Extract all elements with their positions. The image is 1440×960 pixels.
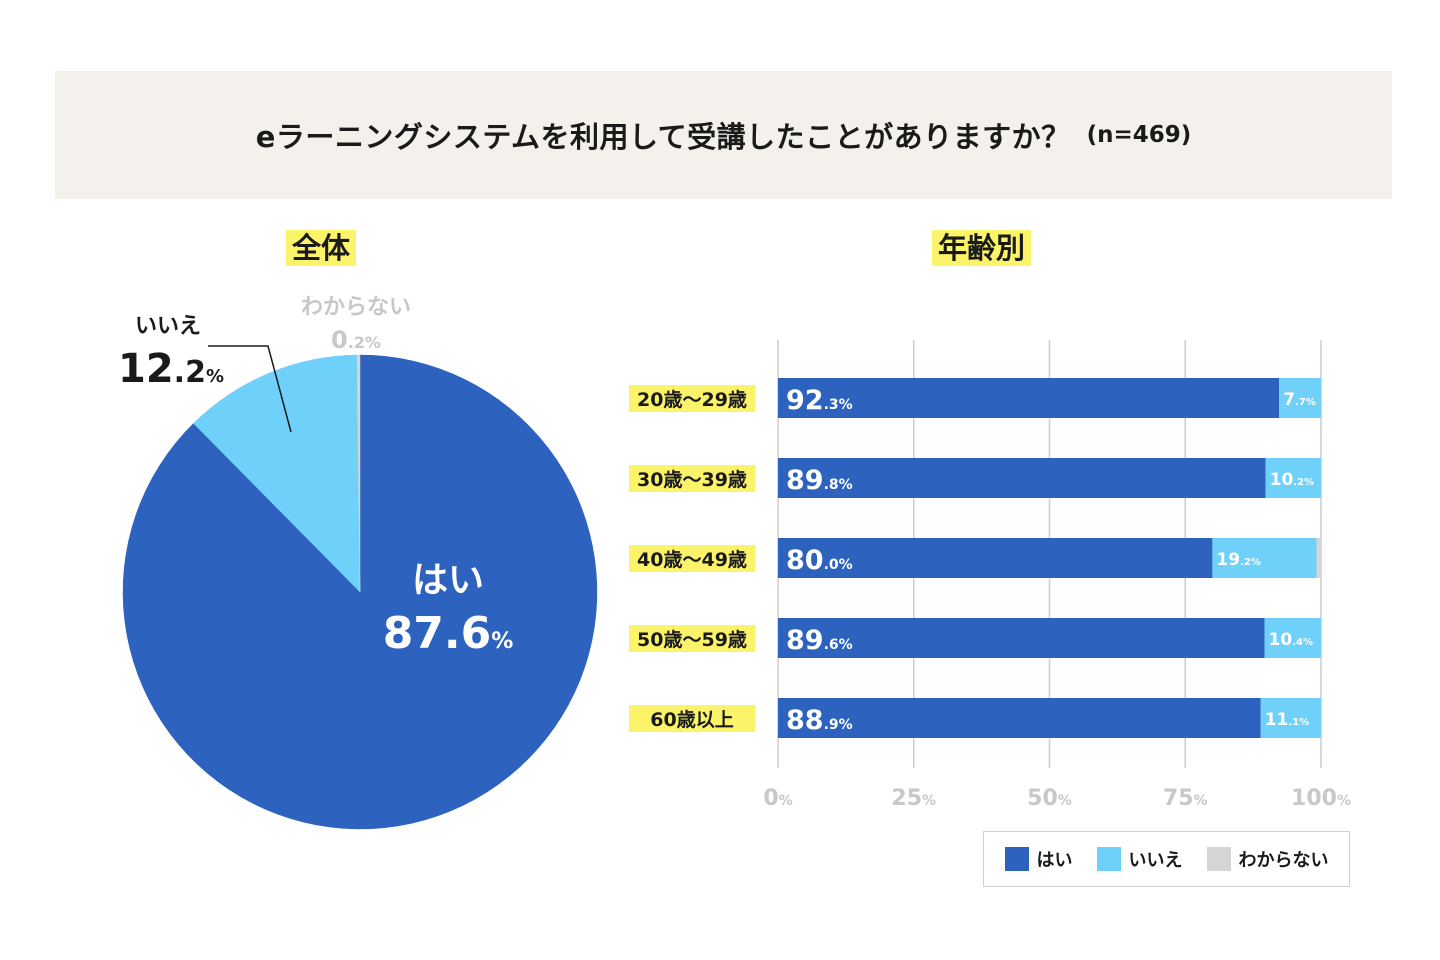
bar-label-no-dec: .1% [1288,717,1309,728]
bar-label-no: 11.1% [1265,710,1309,730]
x-tick-100: 100% [1291,786,1351,811]
bar-label-yes-int: 80 [786,545,824,576]
bar-label-yes-dec: .0% [824,557,853,573]
bar-label-yes-int: 92 [786,385,824,416]
bar-yes [778,698,1261,738]
pie-value-no-unit: % [206,366,224,387]
pie-leader-no [208,345,292,433]
bar-label-yes-dec: .3% [824,397,853,413]
legend-swatch-yes [1004,847,1029,871]
sample-size: (n=469) [1086,122,1192,148]
pie-label-yes: はい [412,560,484,601]
bar-yes [778,458,1266,498]
bar-label-no-dec: .2% [1240,557,1261,568]
bar-no [1279,378,1321,418]
x-tick-num: 100 [1291,786,1337,811]
x-tick-75: 75% [1163,786,1208,811]
bar-title: 年齢別 [932,230,1032,266]
bar-label-yes: 88.9% [786,705,853,736]
bar-label-no-int: 7 [1283,390,1295,410]
bar-label-yes-dec: .9% [824,717,853,733]
bar-label-no-dec: .4% [1292,637,1313,648]
x-tick-unit: % [1194,793,1208,809]
legend-label-no: いいえ [1128,850,1183,871]
bar-label-no: 19.2% [1216,550,1260,570]
pie-value-unknown-dec: .2% [348,333,381,352]
bar-label-yes-int: 89 [786,625,824,656]
category-highlight [629,465,755,492]
bar-label-yes: 92.3% [786,385,853,416]
bar-yes [778,538,1213,578]
pie-title: 全体 [286,230,357,266]
category-highlight [629,545,755,572]
bar-no [1265,458,1321,498]
bar-label-yes-dec: .8% [824,477,853,493]
legend-item-unknown: わからない [1206,846,1329,872]
bar-no [1212,538,1317,578]
bar-label-yes-int: 88 [786,705,824,736]
pie-slice-unknown [356,354,361,593]
legend: はい いいえ わからない [983,831,1350,887]
bar-label-yes-dec: .6% [824,637,853,653]
legend-label-yes: はい [1036,850,1073,871]
bar-label-yes-int: 89 [786,465,824,496]
legend-item-yes: はい [1004,846,1073,872]
pie-value-yes-num: 87.6 [383,608,492,659]
pie-label-no: いいえ [135,314,201,339]
pie-slice-no [193,354,361,593]
bar-no [1264,618,1321,658]
x-tick-50: 50% [1027,786,1072,811]
pie-value-no: 12.2% [118,346,224,392]
bar-label-no: 10.2% [1270,470,1314,490]
bar-label-no-int: 19 [1216,550,1240,570]
bar-label-no-int: 10 [1270,470,1294,490]
survey-question: eラーニングシステムを利用して受講したことがありますか？ [255,120,1071,154]
pie-value-no-dec: .2 [174,355,206,390]
x-tick-unit: % [1337,793,1351,809]
x-tick-num: 25 [891,786,922,811]
x-tick-num: 75 [1163,786,1194,811]
category-label: 20歳〜29歳 [637,389,747,411]
bar-label-no-int: 11 [1265,710,1289,730]
category-label: 60歳以上 [650,709,733,731]
title-banner: eラーニングシステムを利用して受講したことがありますか？ (n=469) [55,71,1392,199]
category-highlight [629,625,755,652]
pie-value-yes: 87.6% [383,608,514,659]
legend-swatch-no [1096,847,1121,871]
x-tick-num: 50 [1027,786,1058,811]
category-highlight [629,705,755,732]
bar-label-yes: 80.0% [786,545,853,576]
bar-yes [778,378,1280,418]
category-label: 40歳〜49歳 [637,549,747,571]
bar-unknown [1316,538,1321,578]
pie-value-yes-unit: % [491,629,513,654]
bar-label-no: 10.4% [1269,630,1313,650]
pie-value-no-int: 12 [118,346,174,392]
bar-label-yes: 89.8% [786,465,853,496]
pie-value-unknown: 0.2% [331,326,381,354]
pie-value-unknown-int: 0 [331,326,348,354]
x-tick-num: 0 [763,786,778,811]
legend-item-no: いいえ [1096,846,1183,872]
legend-label-unknown: わからない [1238,850,1329,871]
x-tick-unit: % [922,793,936,809]
bar-label-no-int: 10 [1269,630,1293,650]
x-tick-25: 25% [891,786,936,811]
x-tick-unit: % [1058,793,1072,809]
x-tick-0: 0% [763,786,792,811]
bar-no [1260,698,1321,738]
bar-yes [778,618,1265,658]
category-label: 30歳〜39歳 [637,469,747,491]
category-label: 50歳〜59歳 [637,629,747,651]
bar-label-no: 7.7% [1283,390,1316,410]
legend-swatch-unknown [1206,847,1231,871]
pie-label-unknown: わからない [301,295,411,320]
bar-label-no-dec: .2% [1293,477,1314,488]
category-highlight [629,385,755,412]
x-tick-unit: % [779,793,793,809]
bar-label-no-dec: .7% [1295,397,1316,408]
bar-label-yes: 89.6% [786,625,853,656]
